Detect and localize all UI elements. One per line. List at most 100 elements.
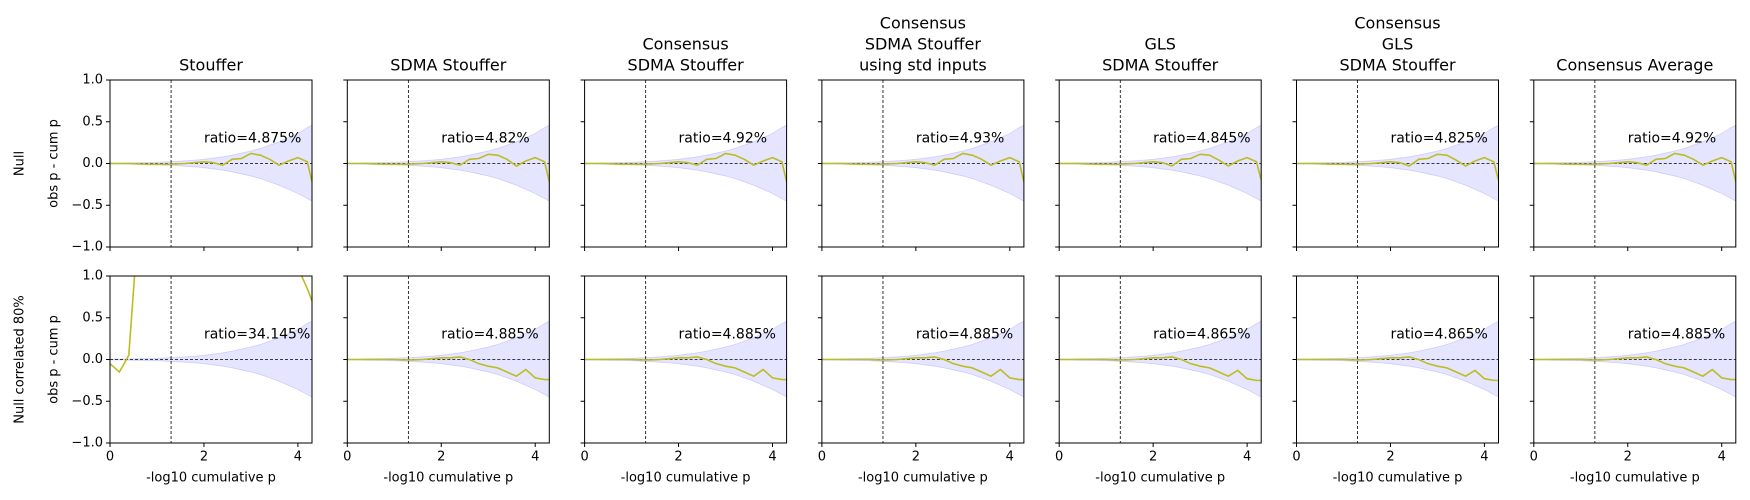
panel-title: Consensus [880,14,966,33]
ratio-label: ratio=4.885% [916,326,1013,342]
panel [1059,276,1262,443]
ratio-label: ratio=4.92% [1628,130,1716,146]
data-line [584,152,787,183]
confidence-band [1533,320,1736,398]
x-tick-label: 4 [1243,450,1251,465]
x-tick-label: 0 [1530,450,1538,465]
panel [1533,276,1736,443]
panel [584,80,787,247]
x-tick-label: 0 [106,450,114,465]
x-tick-label: 0 [1055,450,1063,465]
y-tick-label: −0.5 [71,198,103,213]
ratio-label: ratio=4.885% [441,326,538,342]
data-line [821,356,1024,381]
x-tick-label: 2 [437,450,445,465]
y-tick-label: 0.0 [82,352,103,367]
panel-title: Consensus [1354,14,1440,33]
y-tick-label: −1.0 [71,436,103,451]
x-tick-label: 2 [674,450,682,465]
panel [347,80,550,247]
data-line [1296,153,1499,181]
ratio-label: ratio=4.865% [1153,326,1250,342]
y-tick-label: 0.5 [82,310,103,325]
panel-title: Consensus Average [1556,56,1713,75]
y-axis-label: obs p - cum p [47,119,62,208]
data-line [1533,152,1736,183]
x-tick-label: 2 [200,450,208,465]
row-label: Null [13,151,28,176]
panel-title: GLS [1144,35,1175,54]
panel [1533,80,1736,247]
confidence-band [347,320,550,398]
confidence-band [821,320,1024,398]
ratio-label: ratio=4.885% [1628,326,1725,342]
panel-title: SDMA Stouffer [1102,56,1219,75]
x-tick-label: 2 [912,450,920,465]
x-axis-label: -log10 cumulative p [146,471,276,486]
x-tick-label: 2 [1149,450,1157,465]
panel-title: SDMA Stouffer [628,56,745,75]
y-tick-label: 1.0 [82,269,103,284]
data-line [1296,356,1499,382]
ratio-label: ratio=34.145% [204,326,310,342]
panel-title: GLS [1382,35,1413,54]
x-tick-label: 0 [818,450,826,465]
confidence-band [1059,320,1262,398]
x-axis-label: -log10 cumulative p [1095,471,1225,486]
x-axis-label: -log10 cumulative p [1570,471,1700,486]
panel [1059,80,1262,247]
x-tick-label: 4 [1006,450,1014,465]
confidence-band [584,320,787,398]
panel-title: SDMA Stouffer [390,56,507,75]
y-tick-label: 0.0 [82,156,103,171]
x-tick-label: 4 [294,450,302,465]
x-tick-label: 0 [343,450,351,465]
data-line [1059,356,1262,382]
data-line [110,152,312,183]
data-line [347,356,550,381]
panel [821,276,1024,443]
ratio-label: ratio=4.865% [1390,326,1487,342]
ratio-label: ratio=4.845% [1153,130,1250,146]
ratio-label: ratio=4.875% [204,130,301,146]
x-tick-label: 0 [580,450,588,465]
panel-title: Consensus [642,35,728,54]
x-tick-label: 0 [1292,450,1300,465]
x-axis-label: -log10 cumulative p [1333,471,1463,486]
x-tick-label: 4 [531,450,539,465]
x-tick-label: 4 [768,450,776,465]
panel [584,276,787,443]
data-line [1059,153,1262,181]
ratio-label: ratio=4.825% [1390,130,1487,146]
panel-title: SDMA Stouffer [1339,56,1456,75]
data-line [1533,356,1736,381]
panel [821,80,1024,247]
panel [110,276,312,443]
ratio-label: ratio=4.885% [679,326,776,342]
x-tick-label: 4 [1480,450,1488,465]
x-axis-label: -log10 cumulative p [383,471,513,486]
panel [1296,80,1499,247]
x-axis-label: -log10 cumulative p [621,471,751,486]
ratio-label: ratio=4.92% [679,130,767,146]
data-line [347,153,550,183]
data-line [821,152,1024,183]
y-tick-label: 0.5 [82,114,103,129]
panel-title: Stouffer [179,56,243,75]
y-tick-label: −1.0 [71,240,103,255]
x-tick-label: 2 [1386,450,1394,465]
confidence-band [1296,320,1499,398]
x-tick-label: 2 [1624,450,1632,465]
row-label: Null correlated 80% [13,295,28,424]
panel [1296,276,1499,443]
panel [110,80,312,247]
data-line [584,356,787,381]
confidence-band [110,320,312,398]
x-tick-label: 4 [1718,450,1726,465]
y-tick-label: 1.0 [82,73,103,88]
ratio-label: ratio=4.93% [916,130,1004,146]
panel [347,276,550,443]
panel-title: using std inputs [859,56,987,75]
y-tick-label: −0.5 [71,394,103,409]
